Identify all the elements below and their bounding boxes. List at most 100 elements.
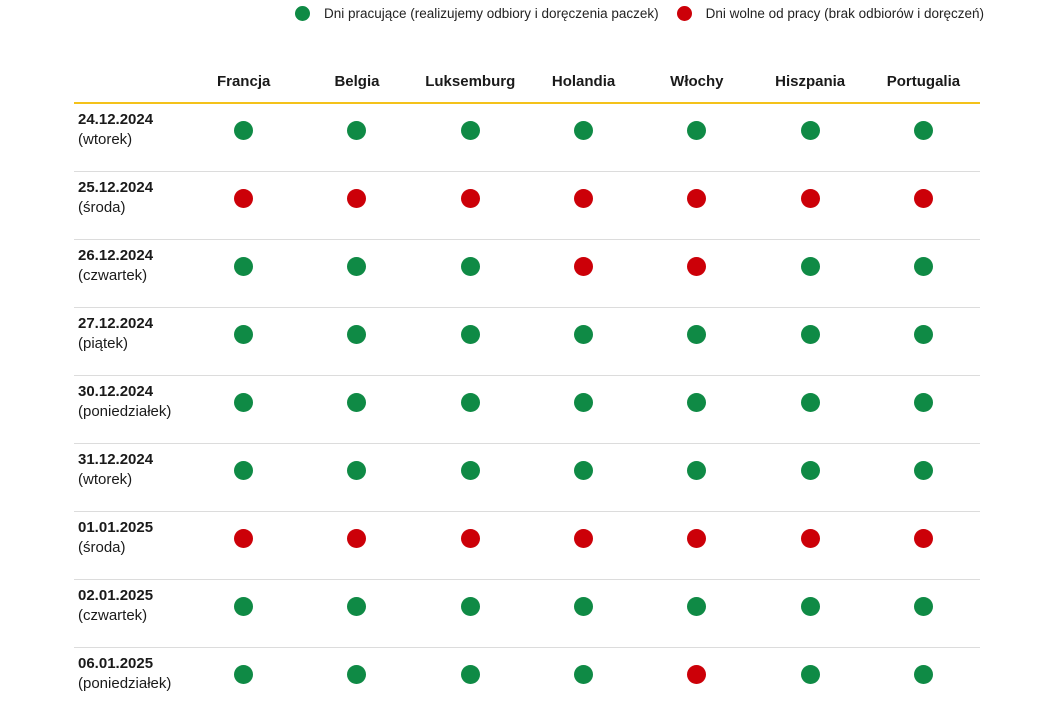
working-day-dot-icon: [914, 393, 933, 412]
status-cell: [187, 103, 300, 172]
working-day-dot-icon: [461, 121, 480, 140]
status-cell: [867, 103, 980, 172]
working-day-dot-icon: [801, 393, 820, 412]
date-cell: 02.01.2025(czwartek): [74, 580, 187, 648]
status-cell: [640, 308, 753, 376]
working-day-dot-icon: [234, 461, 253, 480]
weekday-label: (wtorek): [78, 130, 187, 150]
working-day-dot-icon: [914, 121, 933, 140]
legend: Dni pracujące (realizujemy odbiory i dor…: [277, 6, 984, 21]
date-label: 24.12.2024: [78, 110, 187, 130]
date-cell: 25.12.2024(środa): [74, 172, 187, 240]
weekday-label: (czwartek): [78, 266, 187, 286]
status-cell: [753, 444, 866, 512]
status-cell: [867, 172, 980, 240]
column-header-luksemburg: Luksemburg: [414, 62, 527, 103]
status-cell: [867, 648, 980, 715]
column-header-hiszpania: Hiszpania: [753, 62, 866, 103]
working-day-dot-icon: [461, 393, 480, 412]
status-cell: [300, 512, 413, 580]
date-label: 30.12.2024: [78, 382, 187, 402]
working-day-dot-icon: [801, 597, 820, 616]
working-day-dot-icon: [347, 665, 366, 684]
status-cell: [640, 240, 753, 308]
working-day-dot-icon: [234, 393, 253, 412]
date-label: 06.01.2025: [78, 654, 187, 674]
status-cell: [753, 580, 866, 648]
working-day-dot-icon: [461, 665, 480, 684]
table-body: 24.12.2024(wtorek)25.12.2024(środa)26.12…: [74, 103, 980, 715]
status-cell: [640, 580, 753, 648]
date-cell: 31.12.2024(wtorek): [74, 444, 187, 512]
table-row: 27.12.2024(piątek): [74, 308, 980, 376]
working-day-dot-icon: [347, 325, 366, 344]
day-off-dot-icon: [801, 189, 820, 208]
weekday-label: (środa): [78, 198, 187, 218]
status-cell: [300, 240, 413, 308]
working-day-dot-icon: [801, 121, 820, 140]
status-cell: [640, 172, 753, 240]
working-day-dot-icon: [347, 257, 366, 276]
day-off-dot-icon: [347, 189, 366, 208]
day-off-dot-icon: [687, 189, 706, 208]
working-day-dot-icon: [295, 6, 310, 21]
status-cell: [867, 240, 980, 308]
status-cell: [753, 103, 866, 172]
column-header-belgia: Belgia: [300, 62, 413, 103]
legend-item-working: Dni pracujące (realizujemy odbiory i dor…: [295, 6, 659, 21]
date-cell: 26.12.2024(czwartek): [74, 240, 187, 308]
day-off-dot-icon: [574, 257, 593, 276]
working-day-dot-icon: [801, 665, 820, 684]
working-day-dot-icon: [234, 665, 253, 684]
day-off-dot-icon: [687, 665, 706, 684]
working-day-dot-icon: [687, 325, 706, 344]
working-day-dot-icon: [914, 665, 933, 684]
day-off-dot-icon: [574, 529, 593, 548]
day-off-dot-icon: [914, 529, 933, 548]
date-cell: 30.12.2024(poniedziałek): [74, 376, 187, 444]
weekday-label: (poniedziałek): [78, 402, 187, 422]
working-day-dot-icon: [574, 597, 593, 616]
date-cell: 06.01.2025(poniedziałek): [74, 648, 187, 715]
working-day-dot-icon: [801, 325, 820, 344]
date-label: 02.01.2025: [78, 586, 187, 606]
day-off-dot-icon: [574, 189, 593, 208]
day-off-dot-icon: [677, 6, 692, 21]
working-day-dot-icon: [461, 597, 480, 616]
legend-item-off: Dni wolne od pracy (brak odbiorów i dorę…: [677, 6, 984, 21]
weekday-label: (piątek): [78, 334, 187, 354]
status-cell: [527, 172, 640, 240]
table-row: 06.01.2025(poniedziałek): [74, 648, 980, 715]
working-day-dot-icon: [234, 597, 253, 616]
status-cell: [414, 172, 527, 240]
status-cell: [527, 444, 640, 512]
status-cell: [867, 512, 980, 580]
status-cell: [753, 648, 866, 715]
status-cell: [527, 103, 640, 172]
working-day-dot-icon: [347, 461, 366, 480]
table-row: 31.12.2024(wtorek): [74, 444, 980, 512]
status-cell: [414, 648, 527, 715]
day-off-dot-icon: [461, 189, 480, 208]
working-day-dot-icon: [461, 325, 480, 344]
status-cell: [867, 444, 980, 512]
column-header-holandia: Holandia: [527, 62, 640, 103]
status-cell: [414, 444, 527, 512]
day-off-dot-icon: [914, 189, 933, 208]
status-cell: [640, 648, 753, 715]
status-cell: [187, 376, 300, 444]
working-day-dot-icon: [914, 257, 933, 276]
date-label: 25.12.2024: [78, 178, 187, 198]
working-day-dot-icon: [234, 121, 253, 140]
status-cell: [753, 240, 866, 308]
status-cell: [187, 240, 300, 308]
working-day-dot-icon: [461, 257, 480, 276]
status-cell: [753, 308, 866, 376]
status-cell: [640, 512, 753, 580]
status-cell: [527, 240, 640, 308]
day-off-dot-icon: [234, 189, 253, 208]
status-cell: [867, 308, 980, 376]
working-day-dot-icon: [801, 257, 820, 276]
status-cell: [414, 240, 527, 308]
working-day-dot-icon: [574, 325, 593, 344]
